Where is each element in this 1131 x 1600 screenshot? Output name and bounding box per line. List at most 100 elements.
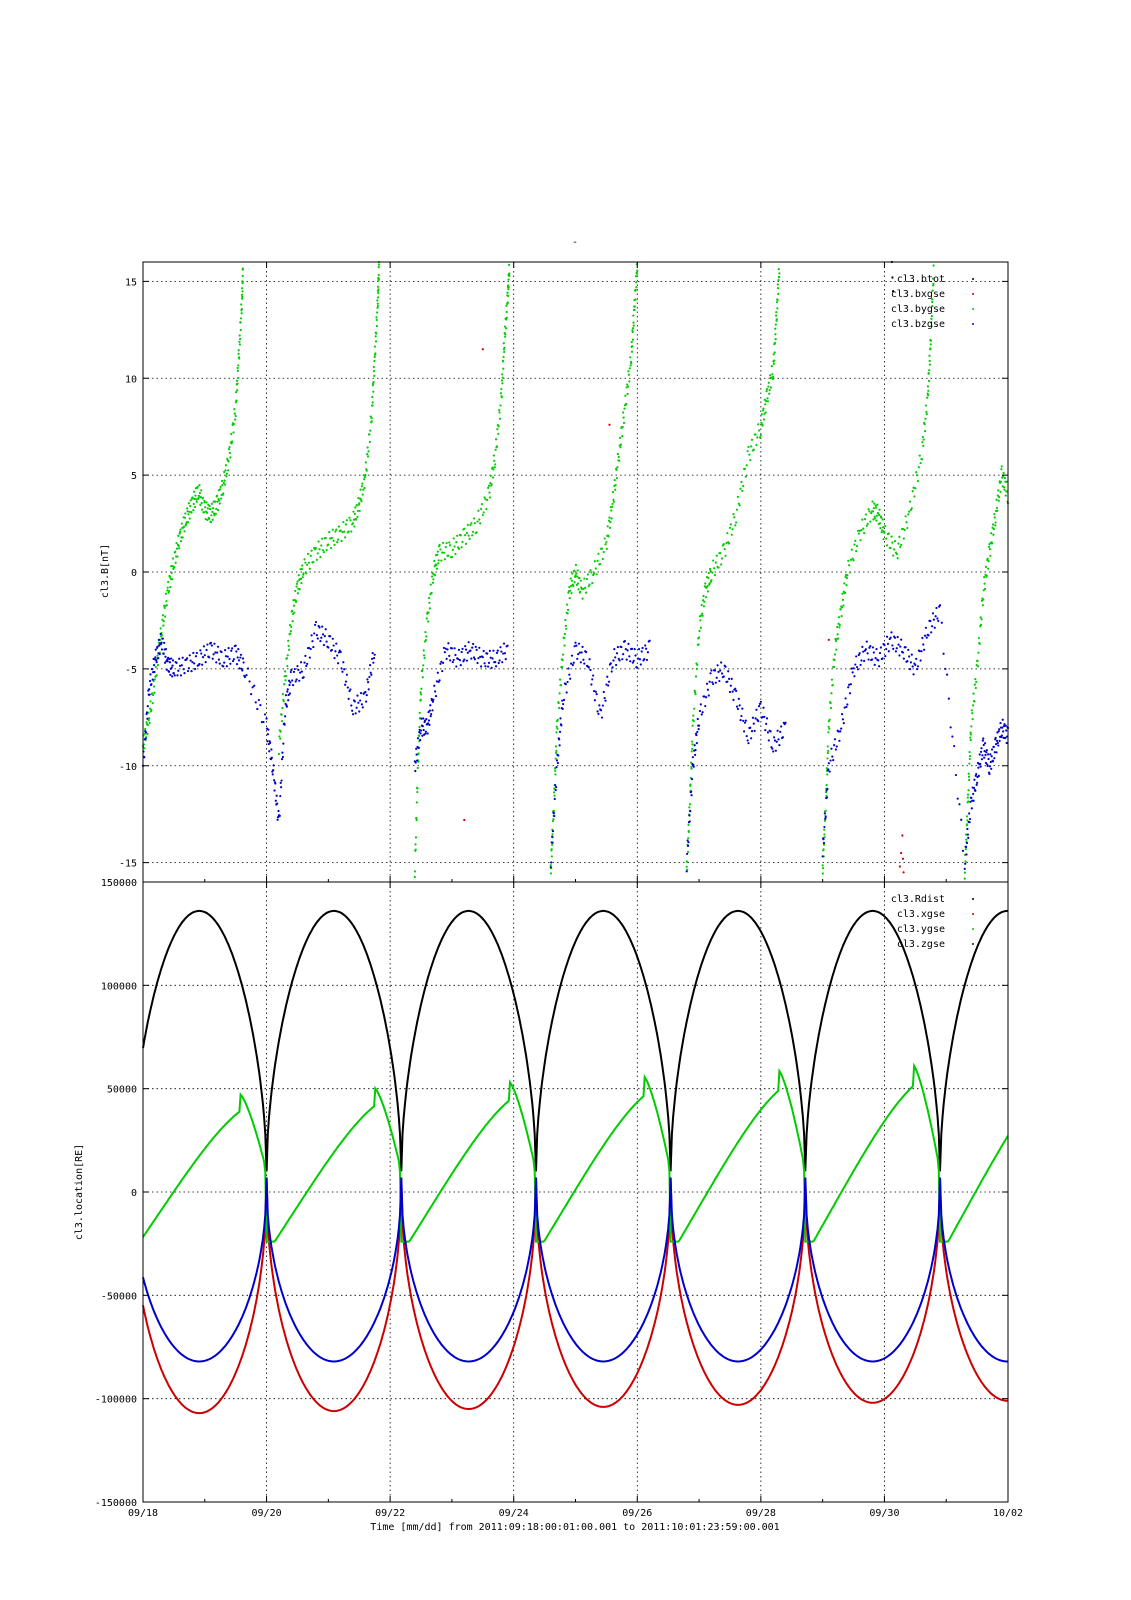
data-point <box>577 582 580 585</box>
data-point <box>237 647 240 651</box>
data-point <box>377 278 380 281</box>
data-point <box>964 845 968 848</box>
data-point <box>344 536 347 539</box>
data-point <box>965 841 969 845</box>
data-point <box>929 619 932 623</box>
data-point <box>991 760 995 763</box>
data-point <box>882 538 885 541</box>
data-point <box>712 682 715 686</box>
data-point <box>206 518 209 522</box>
data-point <box>828 718 831 721</box>
data-point <box>286 688 289 691</box>
data-point <box>235 662 239 666</box>
data-point <box>198 662 201 666</box>
data-point <box>340 667 343 670</box>
data-point <box>912 673 915 676</box>
data-point <box>284 674 288 678</box>
data-point <box>900 851 903 855</box>
data-point <box>608 516 611 519</box>
data-point <box>373 653 376 656</box>
data-point <box>481 348 484 351</box>
data-point <box>248 680 251 683</box>
data-point <box>767 385 770 388</box>
data-point <box>564 618 567 622</box>
data-point <box>176 674 179 677</box>
data-point <box>910 507 913 510</box>
data-point <box>143 732 146 735</box>
data-point <box>744 719 747 722</box>
data-point <box>187 667 190 670</box>
data-point <box>871 646 875 649</box>
data-point <box>707 571 710 575</box>
data-point <box>847 686 850 689</box>
data-point <box>487 484 491 487</box>
data-point <box>831 683 834 687</box>
data-point <box>823 812 826 815</box>
data-point <box>753 729 756 732</box>
data-point <box>613 478 616 482</box>
data-point <box>832 759 835 762</box>
data-point <box>966 833 969 836</box>
data-point <box>188 654 191 657</box>
data-point <box>691 743 694 746</box>
data-point <box>615 663 618 667</box>
data-point <box>855 544 859 548</box>
data-point <box>309 554 312 558</box>
data-point <box>312 561 315 564</box>
data-point <box>918 454 921 457</box>
data-point <box>210 644 213 647</box>
data-point <box>188 517 191 520</box>
data-point <box>350 530 353 533</box>
data-point <box>628 367 631 370</box>
data-point <box>278 814 281 817</box>
data-point <box>895 552 898 556</box>
data-point <box>627 373 631 376</box>
data-point <box>848 571 852 574</box>
data-point <box>573 645 576 648</box>
data-point <box>740 714 743 718</box>
data-point <box>204 661 207 664</box>
data-point <box>699 619 702 622</box>
data-point <box>984 761 988 765</box>
data-point <box>690 750 693 753</box>
data-point <box>241 280 244 284</box>
data-point <box>431 581 435 584</box>
data-point <box>271 773 274 776</box>
data-point <box>427 719 431 722</box>
data-point <box>895 647 898 650</box>
data-point <box>344 683 347 686</box>
data-point <box>156 645 159 648</box>
data-point <box>698 709 702 713</box>
data-point <box>491 476 495 479</box>
data-point <box>297 668 300 672</box>
data-point <box>714 681 717 684</box>
data-point <box>362 488 365 491</box>
data-point <box>423 719 427 722</box>
data-point <box>507 294 510 297</box>
data-point <box>190 670 193 673</box>
data-point <box>591 678 594 681</box>
data-point <box>430 591 433 595</box>
data-point <box>711 571 714 574</box>
data-point <box>872 507 875 510</box>
data-point <box>423 656 426 660</box>
data-point <box>465 659 469 662</box>
data-point <box>893 540 897 543</box>
data-point <box>377 266 380 269</box>
data-point <box>558 738 561 741</box>
data-point <box>614 656 617 659</box>
x-tick-label: 09/24 <box>499 1508 529 1519</box>
data-point <box>698 629 701 633</box>
data-point <box>967 789 970 792</box>
data-point <box>371 404 374 407</box>
data-point <box>765 400 768 403</box>
data-point <box>974 789 977 792</box>
data-point <box>898 865 901 868</box>
data-point <box>976 659 979 662</box>
data-point <box>705 586 708 589</box>
data-point <box>200 489 203 492</box>
data-point <box>588 658 591 661</box>
data-point <box>189 499 192 502</box>
data-point <box>330 536 333 540</box>
data-point <box>438 679 441 682</box>
